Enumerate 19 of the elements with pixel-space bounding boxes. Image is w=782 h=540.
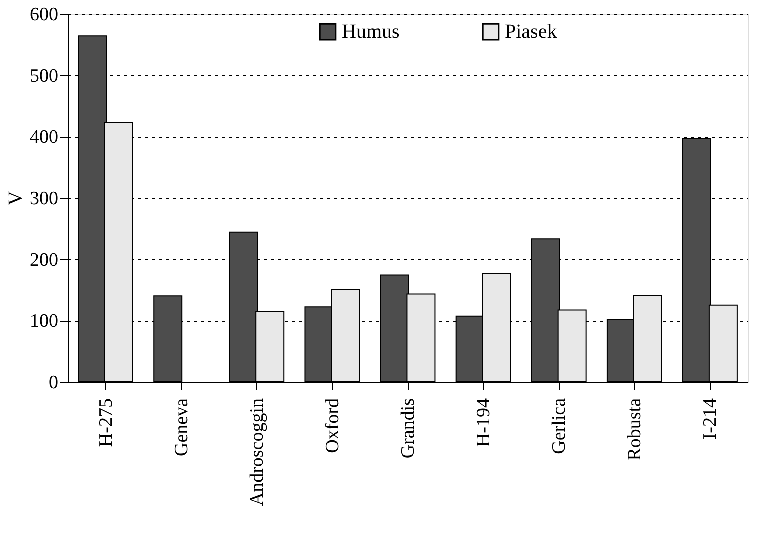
legend-label: Piasek bbox=[505, 21, 558, 44]
x-tick-label: Robusta bbox=[624, 398, 646, 461]
y-tick-label: 500 bbox=[30, 66, 58, 87]
y-tick-label: 600 bbox=[30, 4, 58, 26]
x-tick-label: Oxford bbox=[322, 398, 344, 454]
x-tick-label: Gerlica bbox=[549, 398, 570, 454]
x-tick-label: H-275 bbox=[96, 398, 117, 448]
y-tick-label: 300 bbox=[30, 188, 58, 210]
y-tick-label: 400 bbox=[30, 127, 58, 148]
y-tick-label: 200 bbox=[30, 250, 58, 271]
y-tick-label: 0 bbox=[49, 372, 58, 394]
y-tick-label: 100 bbox=[30, 311, 58, 332]
x-tick-label: H-194 bbox=[474, 398, 495, 448]
x-tick-label: Grandis bbox=[398, 398, 419, 459]
y-axis-title: V bbox=[5, 190, 27, 206]
x-tick-label: Androscoggin bbox=[246, 398, 268, 506]
legend-label: Humus bbox=[342, 21, 400, 44]
x-tick-label: Geneva bbox=[171, 398, 192, 457]
x-tick-label: I-214 bbox=[700, 398, 722, 440]
